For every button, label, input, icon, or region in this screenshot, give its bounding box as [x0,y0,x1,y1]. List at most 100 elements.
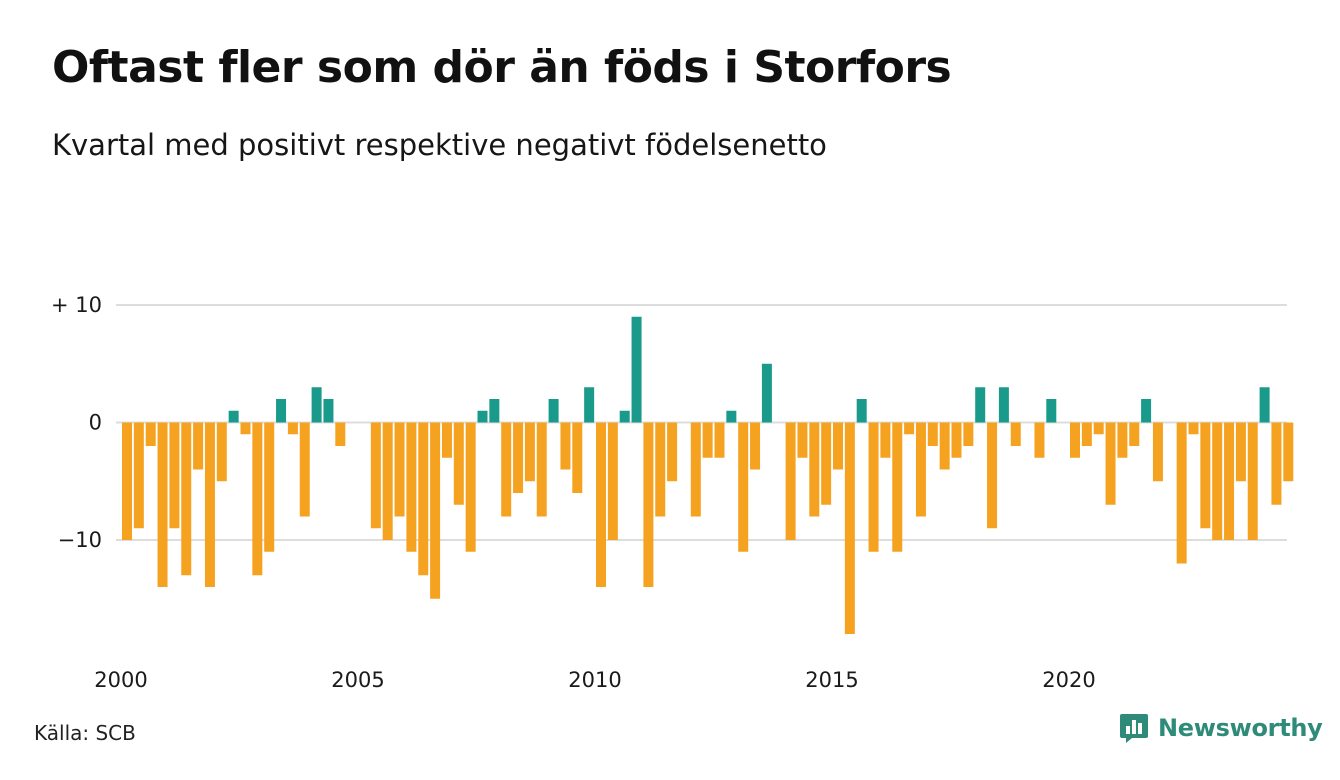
bar [1129,422,1140,446]
bar [702,422,713,458]
bar [1176,422,1187,564]
bar [785,422,796,540]
bar [833,422,843,470]
bar [939,422,950,470]
newsworthy-logo-icon [1120,714,1148,743]
bar [1093,422,1104,435]
bar-chart: + 10 0 −10 2000 2005 2010 2015 2020 [51,293,1294,692]
bar [548,399,559,423]
bar [1046,399,1057,423]
bar [987,422,998,529]
bar [228,410,239,423]
bar [584,387,595,423]
bar [714,422,725,458]
bar [998,387,1009,423]
brand-logo: Newsworthy [1118,712,1323,744]
chart-title: Oftast fler som dör än föds i Storfors [52,42,952,93]
bar [169,422,180,529]
bar [430,422,441,599]
bar [690,422,701,517]
bar [406,422,417,552]
bar [323,399,334,423]
bar [240,422,251,435]
bar [252,422,263,576]
x-tick-label: 2010 [568,668,621,692]
bar [904,422,915,435]
bars [122,316,1294,634]
y-tick-label: 0 [89,411,102,435]
bar [335,422,346,446]
x-tick-label: 2005 [331,668,384,692]
bar [761,363,772,423]
bar [145,422,156,446]
bar [382,422,393,540]
source-note: Källa: SCB [34,721,136,745]
bar [1081,422,1092,446]
bar [1105,422,1116,505]
bar [276,399,287,423]
bar [655,422,666,517]
bar [157,422,168,587]
bar [477,410,488,423]
x-axis-labels: 2000 2005 2010 2015 2020 [94,668,1095,692]
bar [868,422,879,552]
bar [465,422,476,552]
bar [643,422,654,587]
bar [1200,422,1211,529]
bar [1117,422,1128,458]
x-tick-label: 2000 [94,668,147,692]
bar [394,422,405,517]
x-tick-label: 2015 [805,668,858,692]
bar [915,422,926,517]
bar [750,422,761,470]
bar [216,422,227,482]
chart-subtitle: Kvartal med positivt respektive negativt… [52,128,827,162]
bar [856,399,867,423]
bar [264,422,275,552]
bar [963,422,974,446]
brand-name: Newsworthy [1158,714,1323,742]
bar [975,387,986,423]
bar [809,422,820,517]
bar [370,422,381,529]
bar [122,422,132,540]
bar [880,422,891,458]
bar [951,422,962,458]
bar [596,422,606,587]
bar [1283,422,1294,482]
x-tick-label: 2020 [1042,668,1095,692]
bar [181,422,192,576]
bar [1212,422,1223,540]
bar [133,422,144,529]
bar [1152,422,1163,482]
bar [287,422,298,435]
bar [1141,399,1152,423]
bar [193,422,204,470]
bar [489,399,500,423]
bar [536,422,547,517]
bar [441,422,452,458]
bar [821,422,832,505]
bar [844,422,855,634]
y-axis-labels: + 10 0 −10 [51,293,102,552]
bar [797,422,808,458]
bar [667,422,678,482]
bar [892,422,903,552]
bar [631,316,642,423]
bar [311,387,322,423]
bar [524,422,535,482]
bar [453,422,464,505]
bar [513,422,524,493]
bar [204,422,215,587]
bar [1271,422,1282,505]
bar [1259,387,1270,423]
bar [299,422,310,517]
bar [726,410,737,423]
bar [927,422,938,446]
bar [1034,422,1045,458]
bar [1188,422,1199,435]
bar [572,422,583,493]
y-tick-label: −10 [58,528,102,552]
bar [418,422,429,576]
bar [1010,422,1021,446]
